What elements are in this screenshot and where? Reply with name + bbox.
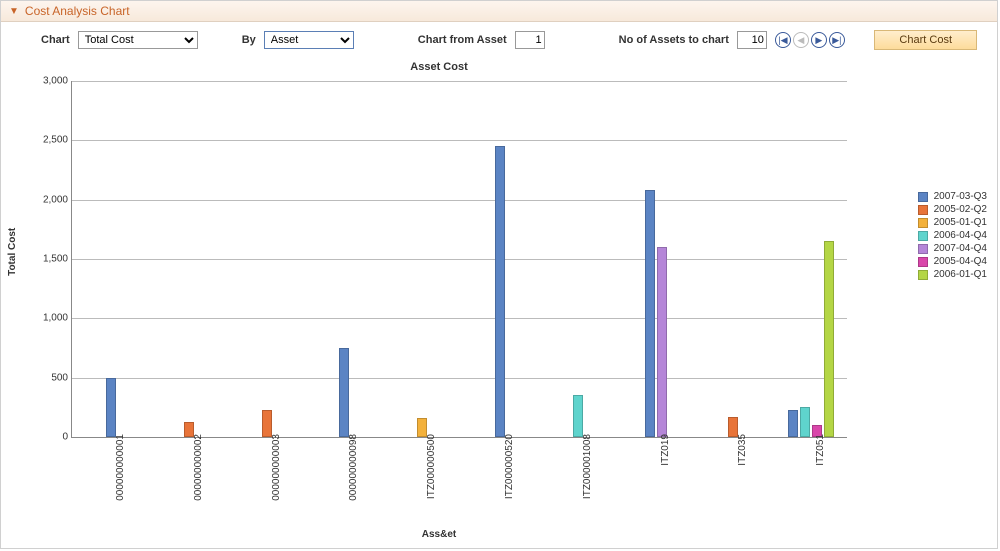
collapse-icon[interactable]: ▼ — [9, 6, 19, 17]
x-tick-label: 000000000003 — [271, 434, 282, 501]
next-page-icon[interactable]: ▶ — [811, 32, 827, 48]
y-tick-label: 0 — [32, 432, 68, 443]
gridline — [72, 318, 847, 319]
gridline — [72, 378, 847, 379]
legend-item: 2007-04-Q4 — [918, 243, 987, 254]
x-tick-label: ITZ000000500 — [426, 434, 437, 499]
toolbar: Chart Total Cost By Asset Chart from Ass… — [1, 22, 997, 54]
x-tick-label: 000000000001 — [115, 434, 126, 501]
legend-label: 2005-01-Q1 — [934, 217, 987, 228]
chart-select[interactable]: Total Cost — [78, 31, 198, 49]
legend-item: 2006-04-Q4 — [918, 230, 987, 241]
gridline — [72, 81, 847, 82]
legend-item: 2005-01-Q1 — [918, 217, 987, 228]
y-axis-title: Total Cost — [7, 227, 18, 275]
legend-swatch — [918, 218, 928, 228]
chart-bar — [657, 247, 667, 437]
gridline — [72, 259, 847, 260]
chart-area: Asset Cost Total Cost Ass&et 05001,0001,… — [11, 61, 987, 538]
cost-analysis-panel: ▼ Cost Analysis Chart Chart Total Cost B… — [0, 0, 998, 549]
legend-label: 2007-04-Q4 — [934, 243, 987, 254]
legend-swatch — [918, 192, 928, 202]
y-tick-label: 3,000 — [32, 76, 68, 87]
x-tick-label: ITZ035 — [737, 434, 748, 466]
chart-cost-button[interactable]: Chart Cost — [874, 30, 977, 50]
y-tick-label: 2,500 — [32, 135, 68, 146]
panel-title: Cost Analysis Chart — [25, 4, 130, 18]
by-select[interactable]: Asset — [264, 31, 354, 49]
legend-swatch — [918, 257, 928, 267]
legend-swatch — [918, 244, 928, 254]
chart-bar — [800, 407, 810, 437]
x-tick-label: ITZ051 — [815, 434, 826, 466]
x-tick-label: 000000000098 — [348, 434, 359, 501]
chart-bar — [645, 190, 655, 437]
legend-swatch — [918, 270, 928, 280]
count-label: No of Assets to chart — [619, 34, 729, 46]
legend-label: 2006-04-Q4 — [934, 230, 987, 241]
chart-bar — [788, 410, 798, 437]
y-tick-label: 2,000 — [32, 194, 68, 205]
legend-item: 2005-02-Q2 — [918, 204, 987, 215]
x-axis-title: Ass&et — [11, 529, 867, 540]
pager: |◀ ◀ ▶ ▶| — [775, 32, 845, 48]
x-tick-label: ITZ019 — [660, 434, 671, 466]
first-page-icon[interactable]: |◀ — [775, 32, 791, 48]
chart-bar — [573, 395, 583, 437]
legend-label: 2006-01-Q1 — [934, 269, 987, 280]
from-label: Chart from Asset — [418, 34, 507, 46]
legend-label: 2005-02-Q2 — [934, 204, 987, 215]
legend-label: 2007-03-Q3 — [934, 191, 987, 202]
chart-legend: 2007-03-Q3 2005-02-Q2 2005-01-Q1 2006-04-Q4… — [918, 191, 987, 282]
chart-label: Chart — [41, 34, 70, 46]
chart-bar — [106, 378, 116, 437]
x-tick-label: ITZ000001008 — [582, 434, 593, 499]
chart-bar — [495, 146, 505, 437]
gridline — [72, 140, 847, 141]
legend-item: 2005-04-Q4 — [918, 256, 987, 267]
y-tick-label: 1,000 — [32, 313, 68, 324]
legend-item: 2006-01-Q1 — [918, 269, 987, 280]
gridline — [72, 200, 847, 201]
last-page-icon[interactable]: ▶| — [829, 32, 845, 48]
legend-swatch — [918, 231, 928, 241]
chart-plot: 05001,0001,5002,0002,5003,00000000000000… — [71, 81, 847, 438]
chart-title: Asset Cost — [11, 61, 867, 73]
panel-header: ▼ Cost Analysis Chart — [1, 1, 997, 22]
y-tick-label: 1,500 — [32, 254, 68, 265]
x-tick-label: 000000000002 — [193, 434, 204, 501]
legend-swatch — [918, 205, 928, 215]
legend-label: 2005-04-Q4 — [934, 256, 987, 267]
from-input[interactable] — [515, 31, 545, 49]
chart-bar — [824, 241, 834, 437]
count-input[interactable] — [737, 31, 767, 49]
chart-bar — [339, 348, 349, 437]
prev-page-icon[interactable]: ◀ — [793, 32, 809, 48]
by-label: By — [242, 34, 256, 46]
chart-bar — [262, 410, 272, 437]
legend-item: 2007-03-Q3 — [918, 191, 987, 202]
y-tick-label: 500 — [32, 372, 68, 383]
x-tick-label: ITZ000000520 — [504, 434, 515, 499]
